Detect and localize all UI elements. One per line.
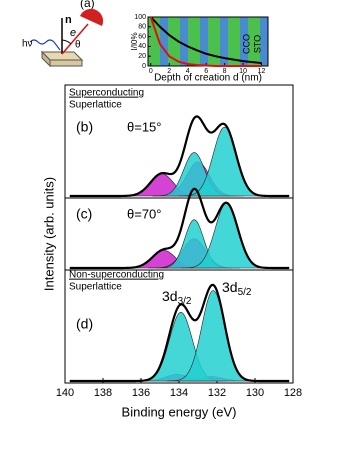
- x-axis-label: Depth of creation d (nm): [154, 73, 262, 84]
- x-tick-label: 132: [208, 387, 226, 399]
- x-tick-label: 128: [284, 387, 302, 399]
- decay-curve: [149, 16, 262, 67]
- decay-curve: [150, 16, 262, 65]
- layer-label: CCO: [241, 34, 251, 54]
- peak-label-sub: 3/2: [178, 296, 192, 307]
- normal-label: n: [65, 14, 72, 26]
- x-tick-label: 8: [223, 68, 227, 75]
- peak-label-main: 3d: [222, 279, 238, 295]
- x-tick-label: 0: [149, 68, 153, 75]
- x-tick-label: 140: [56, 387, 74, 399]
- fit-envelope: [69, 187, 290, 270]
- peak-label-sub: 5/2: [238, 287, 252, 298]
- y-tick-label: 60: [138, 33, 146, 40]
- x-tick-label: 130: [246, 387, 264, 399]
- x-tick-label: 134: [170, 387, 188, 399]
- y-axis-label: I/I0%: [130, 32, 139, 50]
- schematic: [29, 8, 104, 68]
- layer-label: STO: [252, 35, 262, 53]
- angle-label: θ=15°: [127, 119, 161, 134]
- x-tick-label: 10: [239, 68, 247, 75]
- sample-label: Non-superconducting: [69, 270, 164, 281]
- peak-label: 3d5/2: [222, 279, 252, 298]
- x-tick-label: 2: [167, 68, 171, 75]
- photon-label: hν: [22, 39, 33, 50]
- fit-envelope: [69, 283, 290, 383]
- y-tick-label: 40: [138, 43, 146, 50]
- y-axis-label: Intensity (arb. units): [41, 177, 56, 291]
- sample-label: Superconducting: [69, 88, 144, 99]
- y-tick-label: 80: [138, 24, 146, 31]
- fit-envelope: [69, 115, 290, 198]
- x-tick-label: 138: [94, 387, 112, 399]
- sample-label: Superlattice: [69, 100, 122, 111]
- x-tick-label: 136: [132, 387, 150, 399]
- y-tick-label: 20: [138, 53, 146, 60]
- x-tick-label: 12: [258, 68, 266, 75]
- inset-layers: [147, 16, 269, 67]
- peak-label: 3d3/2: [162, 288, 192, 307]
- y-tick-label: 0: [142, 63, 146, 70]
- peak-label-main: 3d: [162, 288, 178, 304]
- x-tick-label: 6: [204, 68, 208, 75]
- panel-label: (a): [80, 0, 95, 10]
- panel-label: (d): [76, 316, 93, 332]
- panel-label: (c): [76, 206, 92, 222]
- electron-label: e: [70, 27, 76, 39]
- y-tick-label: 100: [134, 14, 146, 21]
- sample-label: Superlattice: [69, 282, 122, 293]
- x-axis-label: Binding energy (eV): [122, 404, 237, 419]
- panel-label: (b): [76, 119, 93, 135]
- x-tick-label: 4: [186, 68, 190, 75]
- angle-label: θ=70°: [127, 206, 161, 221]
- angle-label: θ: [75, 40, 81, 51]
